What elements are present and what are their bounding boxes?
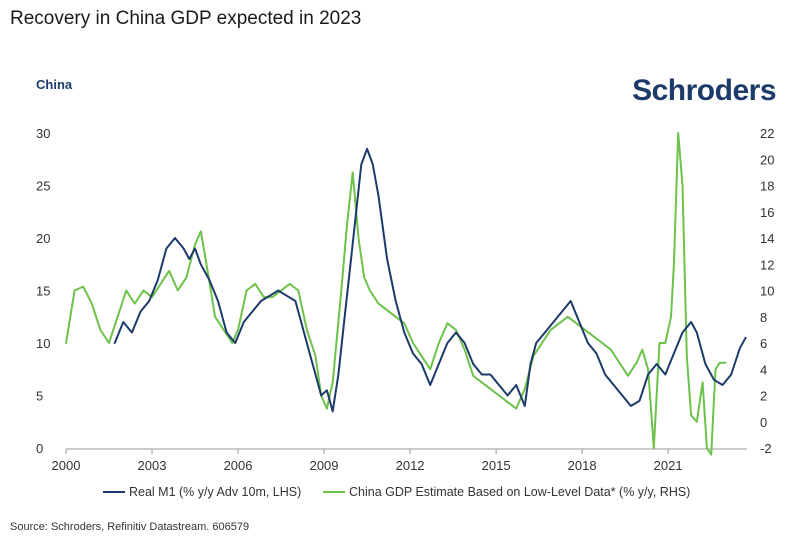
y-right-tick-label: -2: [760, 441, 772, 456]
y-left-tick-label: 25: [36, 179, 50, 194]
series-line-real-m1: [113, 147, 747, 413]
y-left-tick-label: 30: [36, 126, 50, 141]
schroders-logo: Schroders: [632, 74, 776, 107]
x-tick-label: 2021: [654, 458, 683, 473]
y-right-tick-label: 4: [760, 362, 767, 377]
y-right-tick-label: 0: [760, 415, 767, 430]
y-right-tick-label: 2: [760, 389, 767, 404]
x-tick-label: 2009: [310, 458, 339, 473]
y-left-tick-label: 15: [36, 284, 50, 299]
region-label: China: [36, 77, 73, 92]
x-tick-label: 2012: [396, 458, 425, 473]
y-right-tick-label: 20: [760, 152, 774, 167]
x-tick-label: 2015: [482, 458, 511, 473]
x-tick-label: 2006: [224, 458, 253, 473]
x-tick-label: 2003: [138, 458, 167, 473]
chart-title: Recovery in China GDP expected in 2023: [10, 8, 362, 29]
chart-series: [65, 132, 747, 456]
y-right-tick-label: 16: [760, 205, 774, 220]
y-right-tick-label: 8: [760, 310, 767, 325]
legend-label-china-gdp: China GDP Estimate Based on Low-Level Da…: [349, 485, 690, 499]
y-left-tick-label: 5: [36, 389, 43, 404]
y-left-tick-label: 10: [36, 336, 50, 351]
series-line-china-gdp: [65, 132, 727, 456]
y-left-tick-label: 20: [36, 231, 50, 246]
y-right-tick-label: 10: [760, 284, 774, 299]
x-tick-label: 2000: [52, 458, 81, 473]
y-right-tick-label: 14: [760, 231, 774, 246]
y-left-tick-label: 0: [36, 441, 43, 456]
x-tick-label: 2018: [568, 458, 597, 473]
y-right-tick-label: 6: [760, 336, 767, 351]
y-right-tick-label: 22: [760, 126, 774, 141]
chart-axes: 2000 2003 2006 2009 2012 2015 2018 202105101520…: [36, 126, 774, 473]
chart-legend: Real M1 (% y/y Adv 10m, LHS) China GDP Es…: [103, 485, 690, 499]
y-right-tick-label: 12: [760, 257, 774, 272]
y-right-tick-label: 18: [760, 179, 774, 194]
legend-label-real-m1: Real M1 (% y/y Adv 10m, LHS): [129, 485, 301, 499]
source-note: Source: Schroders, Refinitiv Datastream.…: [10, 521, 250, 533]
